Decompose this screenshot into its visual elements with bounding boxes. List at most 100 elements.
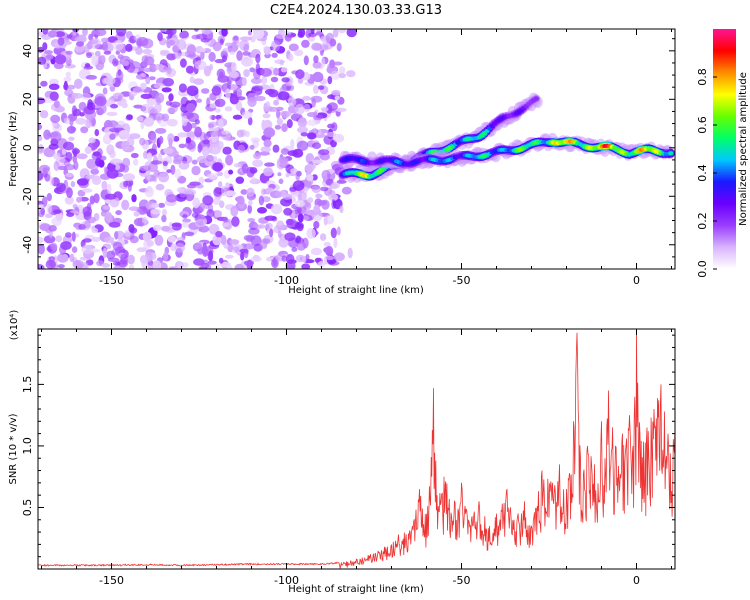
heatmap-cell <box>49 78 59 86</box>
heatmap-cell <box>313 204 320 213</box>
heatmap-cell <box>332 133 345 143</box>
heatmap-cell <box>200 50 205 60</box>
heatmap-cell <box>247 204 252 214</box>
heatmap-cell <box>229 239 240 245</box>
x-tick-label: 0 <box>633 274 640 287</box>
heatmap-cell <box>141 260 148 269</box>
heatmap-cell <box>191 212 199 218</box>
heatmap-cell <box>109 133 116 140</box>
heatmap-cell <box>90 168 99 175</box>
heatmap-cell <box>186 85 199 97</box>
heatmap-cell <box>47 30 58 38</box>
heatmap-cell <box>91 151 102 161</box>
heatmap-cell <box>136 247 148 253</box>
snr-y-axis-label: SNR (10 * v/v) <box>8 413 19 484</box>
heatmap-cell <box>234 263 245 269</box>
heatmap-cell <box>329 38 337 47</box>
heatmap-cell <box>333 237 338 249</box>
heatmap-cell <box>46 54 54 60</box>
heatmap-cell <box>63 76 72 83</box>
heatmap-cell <box>125 43 133 52</box>
y-tick-label: 40 <box>21 44 34 58</box>
heatmap-cell <box>126 62 136 73</box>
heatmap-cell <box>73 160 79 171</box>
heatmap-cell <box>218 118 224 129</box>
heatmap-cell <box>195 219 206 228</box>
heatmap-cell <box>280 67 288 73</box>
snr-y-scale-label: (x10⁴) <box>9 310 20 341</box>
heatmap-cell <box>94 129 100 137</box>
heatmap-cell <box>161 113 170 122</box>
heatmap-cell <box>224 106 233 112</box>
heatmap-cell <box>311 185 321 193</box>
heatmap-cell <box>146 240 154 247</box>
heatmap-cell <box>338 73 346 79</box>
heatmap-cell <box>82 29 88 37</box>
heatmap-cell <box>303 55 309 66</box>
heatmap-cell <box>183 231 195 236</box>
heatmap-cell <box>86 102 96 111</box>
heatmap-cell <box>226 78 232 90</box>
heatmap-cell <box>194 242 203 250</box>
heatmap-cell <box>294 49 304 57</box>
heatmap-cell <box>185 137 192 144</box>
heatmap-cell <box>140 72 146 78</box>
heatmap-cell <box>136 116 144 122</box>
heatmap-cell <box>139 137 146 146</box>
heatmap-cell <box>323 241 331 247</box>
heatmap-cell <box>110 158 123 165</box>
heatmap-cell <box>241 57 253 67</box>
heatmap-cell <box>250 77 263 84</box>
heatmap-cell <box>91 175 102 186</box>
heatmap-cell <box>214 59 225 64</box>
heatmap-cell <box>262 238 271 245</box>
spectrogram-heatmap <box>38 29 675 269</box>
heatmap-cell <box>317 85 325 90</box>
heatmap-cell <box>158 136 164 145</box>
heatmap-cell <box>120 253 128 265</box>
heatmap-cell <box>123 173 135 181</box>
heatmap-cell <box>82 206 93 217</box>
y-tick-label: -40 <box>21 236 34 254</box>
heatmap-cell <box>151 203 160 208</box>
heatmap-cell <box>346 70 356 78</box>
heatmap-cell <box>333 252 345 262</box>
heatmap-cell <box>322 40 327 45</box>
heatmap-cell <box>131 194 137 203</box>
heatmap-cell <box>263 127 276 138</box>
heatmap-cell <box>276 118 283 126</box>
heatmap-cell <box>225 88 231 100</box>
heatmap-cell <box>236 41 245 47</box>
heatmap-cell <box>157 152 163 162</box>
heatmap-cell <box>236 195 245 205</box>
snr-line-plot <box>38 331 675 569</box>
heatmap-cell <box>43 129 51 140</box>
heatmap-cell <box>220 50 228 59</box>
heatmap-cell <box>243 69 250 78</box>
heatmap-cell <box>216 140 224 150</box>
heatmap-cell <box>46 203 53 214</box>
heatmap-cell <box>264 215 277 221</box>
heatmap-cell <box>181 115 188 127</box>
heatmap-cell <box>268 89 279 98</box>
heatmap-cell <box>86 158 97 170</box>
heatmap-cell <box>332 29 339 38</box>
heatmap-cell <box>66 34 73 39</box>
heatmap-cell <box>248 227 260 235</box>
heatmap-cell <box>84 122 93 127</box>
heatmap-cell <box>63 83 69 91</box>
heatmap-cell <box>248 199 253 206</box>
heatmap-cell <box>247 116 253 126</box>
heatmap-cell <box>159 49 170 55</box>
heatmap-cell <box>315 31 323 36</box>
heatmap-cell <box>196 98 202 103</box>
heatmap-cell <box>225 190 236 197</box>
heatmap-cell <box>312 61 322 69</box>
heatmap-cell <box>302 255 307 263</box>
heatmap-cell <box>225 154 234 166</box>
heatmap-cell <box>84 63 91 68</box>
heatmap-cell <box>295 69 305 80</box>
heatmap-cell <box>185 103 196 113</box>
heatmap-cell <box>140 119 145 130</box>
colorbar-ticks: 0.0 0.2 0.4 0.6 0.8 <box>696 68 717 278</box>
